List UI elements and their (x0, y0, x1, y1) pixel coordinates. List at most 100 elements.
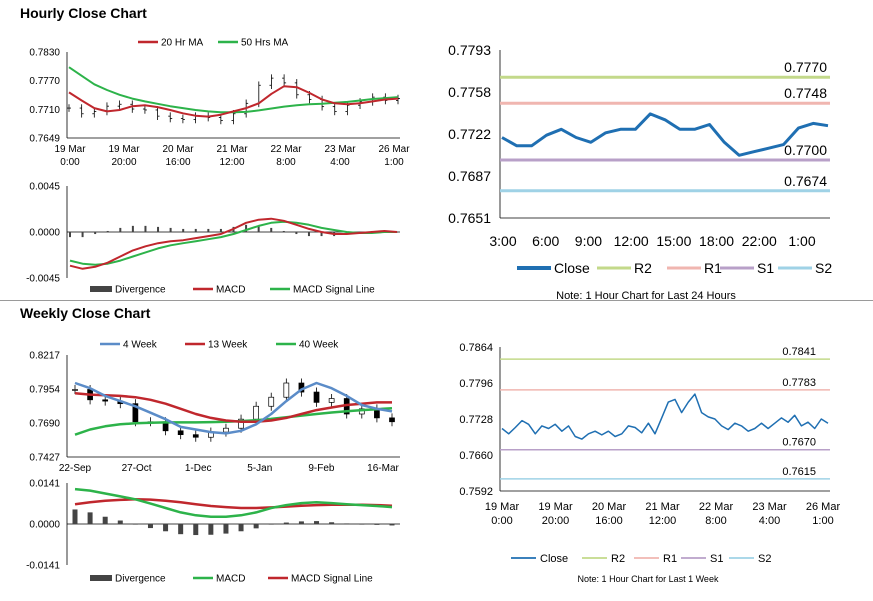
weekly-4week-line (74, 381, 393, 435)
weekly-price-y-tick-label: 0.7690 (29, 419, 60, 430)
weekly-levels-y-tick-label: 0.7728 (459, 414, 493, 426)
hourly-divergence-bar (157, 226, 160, 232)
weekly-section-title: Weekly Close Chart (20, 305, 151, 321)
weekly-levels-legend-close-label: Close (540, 553, 568, 565)
hourly-levels-x-tick-label: 22:00 (742, 233, 777, 249)
hourly-divergence-bar (307, 232, 310, 237)
weekly-divergence-bar (253, 524, 259, 529)
weekly-levels-y-tick-label: 0.7796 (459, 378, 493, 390)
hourly-price-x-tick-time: 1:00 (384, 157, 404, 168)
weekly-divergence-bar (117, 520, 123, 524)
weekly-levels-note: Note: 1 Hour Chart for Last 1 Week (578, 574, 719, 584)
weekly-levels-y-tick-label: 0.7660 (459, 450, 493, 462)
weekly-levels-x-tick-date: 22 Mar (699, 501, 734, 513)
hourly-levels-legend-s2-label: S2 (815, 260, 832, 276)
hourly-levels-legend-r1-label: R1 (704, 260, 722, 276)
weekly-price-y-tick-label: 0.8217 (29, 351, 60, 362)
weekly-divergence-bar (193, 524, 199, 536)
hourly-divergence-bar (270, 227, 273, 232)
weekly-legend-signal-label: MACD Signal Line (291, 574, 373, 585)
weekly-divergence-bar (329, 522, 335, 524)
weekly-close-line (501, 393, 829, 440)
hourly-levels-legend-r2-label: R2 (634, 260, 652, 276)
weekly-divergence-bar (314, 521, 320, 524)
weekly-candle-body (253, 405, 259, 420)
weekly-candle-body (313, 391, 320, 403)
hourly-legend-signal-label: MACD Signal Line (293, 285, 375, 296)
weekly-levels-x-tick-time: 12:00 (649, 515, 677, 527)
weekly-levels-y-tick-label: 0.7592 (459, 486, 493, 498)
hourly-divergence-bar (94, 232, 97, 235)
hourly-divergence-bar (219, 228, 222, 232)
hourly-macd-y-tick-label: 0.0045 (29, 182, 60, 193)
weekly-levels-x-tick-time: 4:00 (759, 515, 780, 527)
weekly-macd-y-tick-label: 0.0000 (29, 520, 60, 531)
hourly-divergence-bar (69, 232, 71, 238)
hourly-levels-legend-close-label: Close (554, 260, 590, 276)
hourly-legend-divergence-label: Divergence (115, 285, 166, 296)
weekly-levels-legend-r1-label: R1 (663, 553, 677, 565)
hourly-legend-20hr-label: 20 Hr MA (161, 38, 204, 49)
hourly-price-x-tick-time: 4:00 (330, 157, 350, 168)
weekly-divergence-bar (298, 521, 304, 524)
weekly-candle-body (328, 398, 335, 403)
weekly-candle-body (389, 417, 395, 423)
hourly-section-title: Hourly Close Chart (20, 5, 147, 21)
weekly-levels-y-tick-label: 0.7864 (459, 342, 493, 354)
weekly-divergence-bar (344, 523, 350, 525)
hourly-price-x-tick-time: 12:00 (219, 157, 244, 168)
hourly-s2-level-label: 0.7674 (784, 173, 827, 189)
hourly-divergence-bar (207, 228, 210, 232)
weekly-levels-x-tick-date: 21 Mar (645, 501, 680, 513)
weekly-divergence-bar (163, 524, 169, 532)
weekly-candle-body (283, 382, 290, 398)
weekly-levels-x-tick-time: 0:00 (491, 515, 512, 527)
hourly-20hr-ma-line (68, 85, 399, 118)
hourly-price-x-tick-date: 23 Mar (324, 144, 356, 155)
hourly-divergence-bar (320, 232, 323, 237)
hourly-levels-y-tick-label: 0.7793 (448, 42, 491, 58)
hourly-price-x-tick-date: 20 Mar (162, 144, 194, 155)
weekly-candle-body (238, 418, 244, 429)
weekly-candle-body (223, 427, 229, 433)
weekly-price-y-tick-label: 0.7427 (29, 453, 60, 464)
weekly-divergence-bar (374, 524, 380, 525)
weekly-legend-divergence-swatch (90, 575, 112, 581)
weekly-macd-y-tick-label: 0.0141 (29, 479, 60, 490)
hourly-levels-x-tick-label: 6:00 (532, 233, 559, 249)
hourly-divergence-bar (245, 224, 248, 232)
section-divider (0, 300, 873, 301)
hourly-divergence-bar (119, 227, 122, 232)
weekly-s2-level-label: 0.7615 (782, 466, 816, 478)
hourly-legend-50hr-label: 50 Hrs MA (241, 38, 289, 49)
hourly-price-x-tick-time: 0:00 (60, 157, 80, 168)
hourly-macd-y-tick-label: 0.0000 (29, 228, 60, 239)
hourly-levels-x-tick-label: 9:00 (575, 233, 602, 249)
weekly-candle-body (102, 399, 109, 402)
hourly-levels-x-tick-label: 15:00 (656, 233, 691, 249)
weekly-levels-x-tick-date: 19 Mar (538, 501, 573, 513)
hourly-divergence-bar (257, 225, 260, 232)
weekly-levels-x-tick-date: 20 Mar (592, 501, 627, 513)
weekly-levels-x-tick-time: 16:00 (595, 515, 623, 527)
weekly-r2-level-label: 0.7841 (782, 346, 816, 358)
hourly-close-line (501, 112, 829, 157)
weekly-candle-body (268, 396, 275, 407)
hourly-s1-level-label: 0.7700 (784, 142, 827, 158)
hourly-levels-x-tick-label: 1:00 (788, 233, 815, 249)
hourly-legend-divergence-swatch (90, 286, 112, 292)
weekly-divergence-bar (223, 524, 229, 534)
hourly-divergence-bar (144, 225, 147, 232)
weekly-divergence-bar (87, 512, 93, 524)
hourly-divergence-bar (182, 228, 185, 232)
weekly-levels-x-tick-time: 1:00 (812, 515, 833, 527)
hourly-r2-level-label: 0.7770 (784, 59, 827, 75)
hourly-price-y-tick-label: 0.7649 (29, 134, 60, 145)
hourly-levels-x-tick-label: 3:00 (489, 233, 516, 249)
weekly-price-x-tick-label: 27-Oct (122, 463, 152, 474)
hourly-price-x-tick-date: 19 Mar (54, 144, 86, 155)
weekly-divergence-bar (268, 524, 274, 525)
hourly-divergence-bar (131, 225, 134, 232)
